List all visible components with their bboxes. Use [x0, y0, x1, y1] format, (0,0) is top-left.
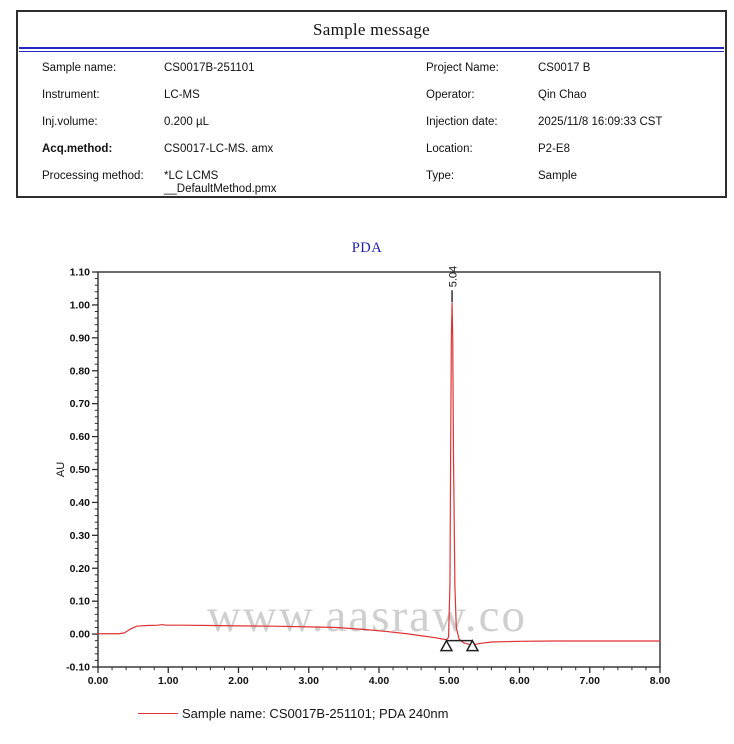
legend-label: Sample name: CS0017B-251101; PDA 240nm	[182, 706, 449, 721]
sample-message-title: Sample message	[312, 20, 431, 39]
field-label: Inj.volume:	[42, 116, 98, 128]
table-row: Inj.volume: 0.200 µL Injection date: 202…	[18, 116, 725, 129]
field-value: CS0017-LC-MS. amx	[164, 143, 274, 155]
svg-text:0.60: 0.60	[70, 431, 91, 443]
svg-text:1.00: 1.00	[70, 299, 91, 311]
field-label: Location:	[426, 143, 473, 155]
svg-text:0.70: 0.70	[70, 398, 91, 410]
svg-text:-0.10: -0.10	[66, 662, 90, 674]
svg-text:0.50: 0.50	[70, 464, 91, 476]
svg-text:4.00: 4.00	[369, 675, 390, 687]
field-value: LC-MS	[164, 89, 200, 101]
field-label: Processing method:	[42, 170, 144, 182]
svg-text:AU: AU	[55, 462, 67, 477]
field-label: Operator:	[426, 89, 475, 101]
table-row: Sample name: CS0017B-251101 Project Name…	[18, 62, 725, 75]
sample-info-table: Sample name: CS0017B-251101 Project Name…	[18, 52, 725, 196]
svg-text:0.00: 0.00	[70, 629, 91, 641]
svg-text:5.04: 5.04	[448, 266, 460, 287]
table-row: Acq.method: CS0017-LC-MS. amx Location: …	[18, 143, 725, 156]
field-label: Instrument:	[42, 89, 100, 101]
field-label: Sample name:	[42, 62, 117, 74]
svg-text:0.30: 0.30	[70, 530, 91, 542]
svg-text:0.90: 0.90	[70, 332, 91, 344]
svg-text:6.00: 6.00	[509, 675, 530, 687]
chart-legend: Sample name: CS0017B-251101; PDA 240nm	[138, 706, 448, 721]
field-label: Acq.method:	[42, 143, 113, 155]
field-label: Project Name:	[426, 62, 499, 74]
svg-text:1.00: 1.00	[158, 675, 179, 687]
chromatogram-plot: -0.100.000.100.200.300.400.500.600.700.8…	[55, 266, 671, 687]
field-value: 0.200 µL	[164, 116, 209, 128]
svg-text:0.80: 0.80	[70, 365, 91, 377]
svg-text:7.00: 7.00	[580, 675, 601, 687]
svg-text:0.00: 0.00	[88, 675, 109, 687]
svg-text:0.40: 0.40	[70, 497, 91, 509]
field-value: Sample	[538, 170, 577, 182]
field-value: P2-E8	[538, 143, 570, 155]
table-row: Instrument: LC-MS Operator: Qin Chao	[18, 89, 725, 102]
field-label: Injection date:	[426, 116, 498, 128]
svg-text:3.00: 3.00	[299, 675, 320, 687]
field-label: Type:	[426, 170, 455, 182]
svg-text:0.10: 0.10	[70, 596, 91, 608]
field-value: CS0017B-251101	[164, 62, 255, 74]
field-value: *LC LCMS __DefaultMethod.pmx	[164, 170, 277, 195]
field-value: Qin Chao	[538, 89, 587, 101]
blue-separator	[19, 47, 724, 52]
svg-text:2.00: 2.00	[228, 675, 249, 687]
sample-message-box: Sample message Sample name: CS0017B-2511…	[16, 10, 727, 198]
watermark-text: www.aasraw.co	[206, 590, 528, 642]
table-row: Processing method: *LC LCMS __DefaultMet…	[18, 170, 725, 196]
field-value: 2025/11/8 16:09:33 CST	[538, 116, 663, 128]
legend-line-swatch	[138, 713, 178, 714]
svg-text:5.00: 5.00	[439, 675, 460, 687]
chart-title: PDA	[351, 240, 383, 256]
svg-text:1.10: 1.10	[70, 267, 91, 279]
svg-text:8.00: 8.00	[650, 675, 671, 687]
svg-text:0.20: 0.20	[70, 563, 91, 575]
field-value: CS0017 B	[538, 62, 591, 74]
